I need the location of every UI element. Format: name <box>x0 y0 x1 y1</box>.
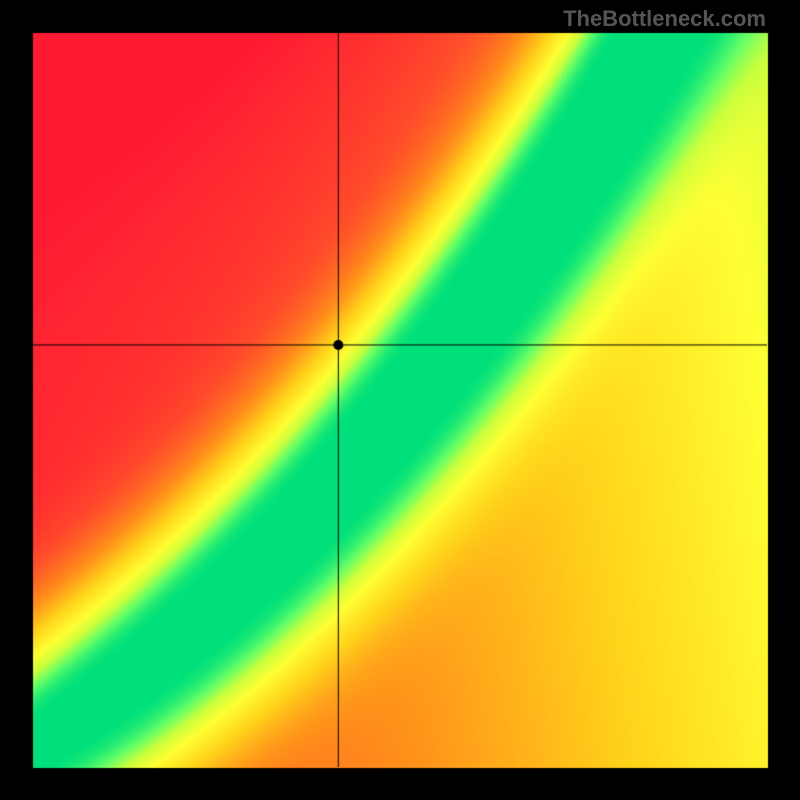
bottleneck-heatmap <box>0 0 800 800</box>
watermark-text: TheBottleneck.com <box>563 6 766 32</box>
